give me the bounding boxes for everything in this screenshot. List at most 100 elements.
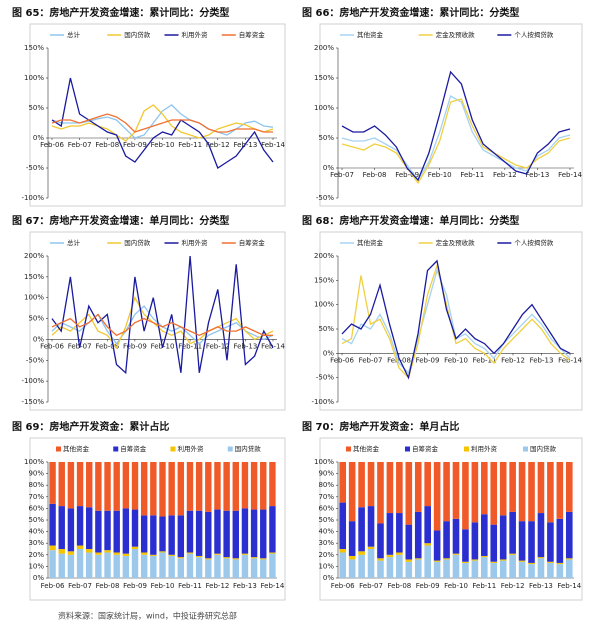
chart-frame: [29, 23, 286, 207]
x-tick-label: Feb-13: [529, 582, 553, 590]
legend-label: 定金及预收款: [436, 30, 476, 39]
bar-segment: [481, 514, 488, 556]
bar-segment: [452, 462, 460, 519]
y-tick-label: 60%: [28, 504, 44, 512]
x-tick-label: Feb-10: [151, 582, 175, 590]
bar-segment: [186, 553, 194, 578]
bar-segment: [49, 545, 56, 551]
bar-segment: [462, 562, 469, 578]
legend-label: 个人按揭贷款: [514, 30, 554, 39]
bar-segment: [518, 521, 526, 561]
x-tick-label: Feb-11: [178, 141, 202, 149]
bar-segment: [76, 549, 84, 578]
x-tick-label: Feb-09: [123, 582, 147, 590]
bar-segment: [131, 462, 139, 510]
bar-segment: [205, 511, 212, 559]
y-tick-label: 100%: [24, 458, 44, 466]
legend-label: 总计: [67, 30, 81, 39]
bar-segment: [76, 462, 84, 507]
y-tick-label: 100%: [314, 301, 334, 309]
bar-segment: [250, 558, 258, 578]
x-tick-label: Feb-07: [68, 582, 92, 590]
bar-segment: [339, 502, 347, 549]
bar-segment: [159, 516, 166, 552]
bar-segment: [150, 555, 157, 578]
bar-segment: [367, 546, 375, 549]
bar-segment: [471, 559, 479, 561]
x-tick-label: Feb-12: [206, 582, 230, 590]
x-tick-label: Feb-10: [444, 356, 468, 364]
panel-title: 图 70：房地产开发资金：单月占比: [302, 420, 459, 433]
bar-segment: [518, 561, 526, 578]
bar-segment: [150, 515, 157, 555]
bar-segment: [556, 518, 564, 563]
legend-label: 其他资金: [353, 444, 380, 453]
bar-segment: [131, 549, 139, 578]
legend-swatch: [464, 446, 469, 452]
legend-swatch: [346, 446, 351, 452]
y-tick-label: 50%: [318, 134, 334, 142]
x-tick-label: Feb-09: [416, 582, 440, 590]
x-tick-label: Feb-13: [233, 582, 257, 590]
bar-segment: [76, 545, 84, 549]
bar-segment: [462, 529, 469, 562]
x-tick-label: Feb-09: [395, 171, 419, 179]
legend-label: 自筹资金: [120, 444, 147, 453]
bar-segment: [104, 552, 111, 578]
x-tick-label: Feb-13: [526, 171, 550, 179]
x-tick-label: Feb-08: [363, 171, 387, 179]
x-tick-label: Feb-14: [261, 342, 285, 350]
y-tick-label: -100%: [21, 377, 44, 385]
bar-segment: [186, 552, 194, 554]
bar-segment: [509, 554, 516, 578]
bar-segment: [490, 561, 498, 563]
bar-segment: [269, 553, 276, 578]
bar-segment: [377, 558, 384, 561]
bar-segment: [499, 560, 507, 578]
bar-segment: [396, 513, 403, 553]
y-tick-label: 100%: [24, 74, 44, 82]
x-tick-label: Feb-08: [387, 356, 411, 364]
bar-segment: [95, 552, 102, 555]
bar-segment: [396, 552, 403, 555]
legend-label: 自筹资金: [239, 238, 266, 247]
x-tick-label: Feb-09: [416, 356, 440, 364]
legend-label: 国内贷款: [124, 238, 151, 247]
bar-segment: [223, 510, 230, 558]
bar-segment: [481, 557, 488, 578]
y-tick-label: 50%: [28, 315, 44, 323]
bar-segment: [223, 558, 230, 578]
bar-segment: [195, 510, 203, 556]
bar-segment: [396, 554, 403, 578]
y-tick-label: 50%: [28, 104, 44, 112]
bar-segment: [195, 557, 203, 578]
bar-segment: [177, 558, 185, 578]
bar-segment: [481, 462, 488, 515]
legend-label: 利用外资: [182, 238, 209, 247]
y-tick-label: 0%: [323, 574, 334, 582]
x-tick-label: Feb-14: [558, 171, 582, 179]
bar-segment: [269, 506, 276, 553]
x-tick-label: Feb-12: [206, 141, 230, 149]
bar-segment: [58, 506, 65, 549]
bar-segment: [140, 515, 148, 553]
bar-segment: [405, 524, 413, 560]
bar-segment: [556, 462, 564, 519]
y-tick-label: -50%: [316, 374, 334, 382]
bar-segment: [122, 555, 130, 578]
bar-segment: [49, 462, 56, 504]
bar-segment: [95, 462, 102, 511]
bar-segment: [113, 554, 120, 578]
bar-segment: [528, 562, 535, 565]
bar-segment: [232, 559, 239, 578]
y-tick-label: 200%: [24, 252, 44, 260]
bar-segment: [547, 462, 554, 523]
x-tick-label: Feb-12: [493, 171, 517, 179]
x-tick-label: Feb-11: [460, 171, 484, 179]
bar-segment: [443, 559, 450, 578]
series-line: [51, 313, 273, 337]
bar-segment: [471, 462, 479, 523]
bar-segment: [433, 462, 441, 531]
bar-segment: [339, 462, 347, 503]
bar-segment: [250, 509, 258, 558]
